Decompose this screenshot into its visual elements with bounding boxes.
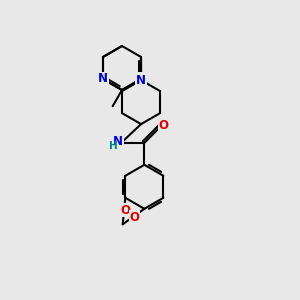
Text: O: O bbox=[159, 119, 169, 132]
Text: O: O bbox=[130, 211, 140, 224]
Text: H: H bbox=[109, 141, 118, 151]
Text: N: N bbox=[136, 74, 146, 87]
Text: N: N bbox=[136, 73, 146, 85]
Text: N: N bbox=[113, 135, 123, 148]
Text: N: N bbox=[98, 73, 108, 85]
Text: O: O bbox=[120, 203, 130, 217]
